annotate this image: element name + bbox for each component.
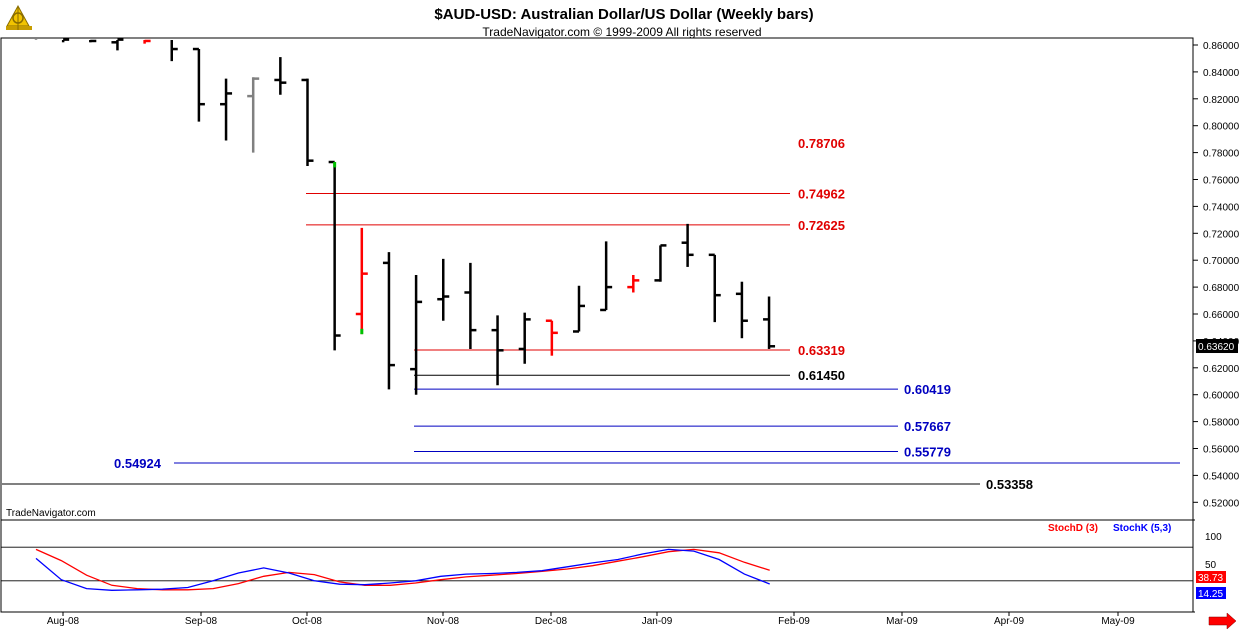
stoch-tick-label: 100	[1205, 532, 1222, 543]
ohlc-bar	[600, 241, 613, 312]
y-tick-label: 0.52000	[1203, 498, 1240, 509]
y-tick-label: 0.58000	[1203, 418, 1240, 429]
ohlc-bar	[355, 227, 368, 335]
ohlc-bar	[545, 319, 558, 356]
level-label: 0.74962	[798, 186, 845, 201]
y-tick-label: 0.74000	[1203, 202, 1240, 213]
ohlc-bar	[192, 47, 205, 122]
y-tick-label: 0.86000	[1203, 41, 1240, 52]
ohlc-bar	[681, 223, 694, 267]
sextant-logo-icon[interactable]	[6, 4, 32, 30]
ohlc-bar	[89, 39, 97, 43]
ohlc-bar	[735, 281, 748, 339]
ohlc-bar	[111, 38, 124, 51]
ohlc-bar	[654, 244, 667, 282]
date-axis: Aug-08 Sep-08 Oct-08 Nov-08 Dec-08 Jan-09 Feb-…	[47, 612, 1135, 627]
ohlc-bar	[220, 78, 233, 141]
ohlc-bar	[410, 274, 423, 395]
ohlc-bar	[763, 296, 776, 349]
ohlc-bar	[382, 252, 395, 390]
watermark-label: TradeNavigator.com	[6, 508, 96, 519]
level-label: 0.60419	[904, 382, 951, 397]
level-label: 0.72625	[798, 218, 845, 233]
ohlc-bar	[301, 78, 314, 167]
y-tick-label: 0.62000	[1203, 364, 1240, 375]
x-tick-label: Mar-09	[886, 616, 918, 627]
ohlc-bar	[274, 57, 287, 95]
ohlc-bar	[247, 77, 260, 153]
x-tick-label: Dec-08	[535, 616, 568, 627]
ohlc-bar	[491, 315, 504, 386]
level-label: 0.54924	[114, 456, 162, 471]
y-tick-label: 0.56000	[1203, 445, 1240, 456]
ohlc-bar	[518, 312, 531, 364]
y-tick-label: 0.84000	[1203, 68, 1240, 79]
legend-stochd: StochD (3)	[1048, 523, 1098, 534]
ohlc-bar	[464, 262, 477, 349]
plot-border	[0, 37, 1194, 613]
last-price-box	[1196, 339, 1238, 354]
y-tick-label: 0.80000	[1203, 122, 1240, 133]
x-tick-label: Aug-08	[47, 616, 80, 627]
level-label: 0.63319	[798, 343, 845, 358]
chart-frame	[0, 37, 1195, 613]
level-label: 0.55779	[904, 444, 951, 459]
x-tick-label: Feb-09	[778, 616, 810, 627]
level-label: 0.78706	[798, 136, 845, 151]
stoch-tick-label: 50	[1205, 560, 1217, 571]
y-tick-label: 0.76000	[1203, 176, 1240, 187]
y-tick-label: 0.82000	[1203, 95, 1240, 106]
fibonacci-levels: 0.78706 0.74962 0.72625 0.63319 0.61450 0.604…	[2, 136, 1180, 492]
legend-stochk: StochK (5,3)	[1113, 523, 1171, 534]
chart-title: $AUD-USD: Australian Dollar/US Dollar (W…	[434, 6, 813, 23]
y-tick-label: 0.68000	[1203, 283, 1240, 294]
y-tick-label: 0.70000	[1203, 256, 1240, 267]
x-tick-label: Jan-09	[642, 616, 673, 627]
x-tick-label: Oct-08	[292, 616, 322, 627]
price-axis: 0.86000 0.84000 0.82000 0.80000 0.78000 0.760…	[1193, 41, 1240, 509]
y-tick-label: 0.66000	[1203, 310, 1240, 321]
ohlc-bar	[328, 160, 341, 351]
y-tick-label: 0.54000	[1203, 471, 1240, 482]
stochd-value-box	[1196, 571, 1226, 583]
last-price-value: 0.63620	[1198, 342, 1235, 353]
level-label: 0.57667	[904, 419, 951, 434]
ohlc-bar	[708, 253, 721, 323]
level-label: 0.53358	[986, 477, 1033, 492]
ohlc-bar	[437, 258, 450, 321]
ohlc-bar	[170, 40, 178, 62]
last-price-tag: 0.63620	[1196, 339, 1238, 354]
ohlc-bar	[61, 38, 70, 43]
stochk-value-box	[1196, 587, 1226, 599]
x-tick-label: Nov-08	[427, 616, 460, 627]
ohlc-bar	[143, 39, 151, 44]
x-tick-label: Sep-08	[185, 616, 218, 627]
y-tick-label: 0.72000	[1203, 229, 1240, 240]
level-label: 0.61450	[798, 368, 845, 383]
x-tick-label: Apr-09	[994, 616, 1024, 627]
ohlc-bar	[627, 274, 640, 293]
y-tick-label: 0.60000	[1203, 391, 1240, 402]
x-tick-label: May-09	[1101, 616, 1135, 627]
ohlc-bar	[573, 285, 585, 333]
scroll-right-arrow-icon[interactable]	[1208, 612, 1237, 630]
stoch-series-line	[35, 548, 770, 591]
stochk-value: 14.25	[1198, 589, 1223, 600]
ohlc-bars	[34, 38, 776, 395]
stoch-series-line	[35, 548, 770, 591]
y-tick-label: 0.78000	[1203, 149, 1240, 160]
copyright-notice: TradeNavigator.com © 1999-2009 All right…	[482, 25, 761, 39]
stochd-value: 38.73	[1198, 573, 1223, 584]
